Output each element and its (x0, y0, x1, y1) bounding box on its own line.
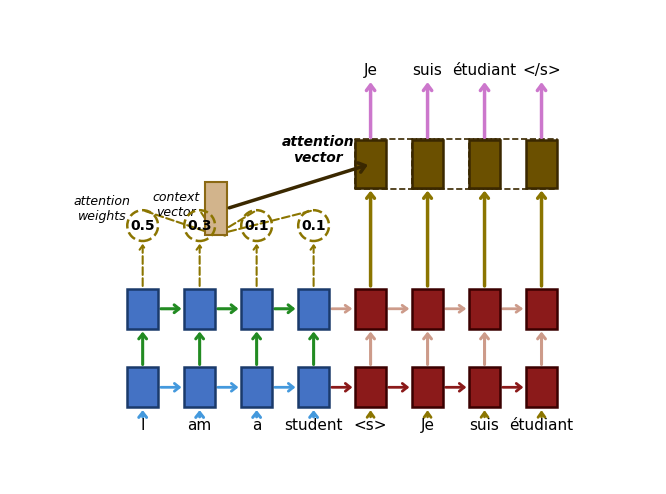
Text: I: I (141, 418, 145, 433)
Text: attention
vector: attention vector (282, 135, 354, 165)
Text: suis: suis (470, 418, 500, 433)
Text: étudiant: étudiant (509, 418, 573, 433)
Bar (526, 367, 557, 408)
Bar (412, 367, 443, 408)
Text: étudiant: étudiant (452, 63, 517, 78)
Text: a: a (252, 418, 261, 433)
Bar (298, 367, 329, 408)
Text: 0.5: 0.5 (131, 219, 155, 233)
Bar (412, 288, 443, 329)
Bar (184, 288, 215, 329)
Text: 0.1: 0.1 (301, 219, 326, 233)
Bar (355, 140, 386, 188)
Text: Je: Je (364, 63, 378, 78)
Bar (469, 140, 500, 188)
Bar (241, 367, 272, 408)
Bar (526, 288, 557, 329)
Bar (184, 367, 215, 408)
Bar (241, 288, 272, 329)
Bar (298, 288, 329, 329)
Bar (205, 182, 226, 235)
Bar (355, 288, 386, 329)
Bar (127, 367, 158, 408)
Text: am: am (188, 418, 212, 433)
Bar (469, 367, 500, 408)
Bar (469, 288, 500, 329)
Text: </s>: </s> (522, 63, 561, 78)
Text: student: student (284, 418, 343, 433)
Bar (127, 288, 158, 329)
Text: <s>: <s> (354, 418, 388, 433)
Text: context
vector: context vector (152, 191, 199, 219)
Text: 0.3: 0.3 (187, 219, 212, 233)
Text: suis: suis (413, 63, 442, 78)
Text: 0.1: 0.1 (244, 219, 269, 233)
Bar (412, 140, 443, 188)
Bar (355, 367, 386, 408)
Text: Je: Je (420, 418, 435, 433)
Text: attention
weights: attention weights (73, 195, 131, 223)
Bar (526, 140, 557, 188)
